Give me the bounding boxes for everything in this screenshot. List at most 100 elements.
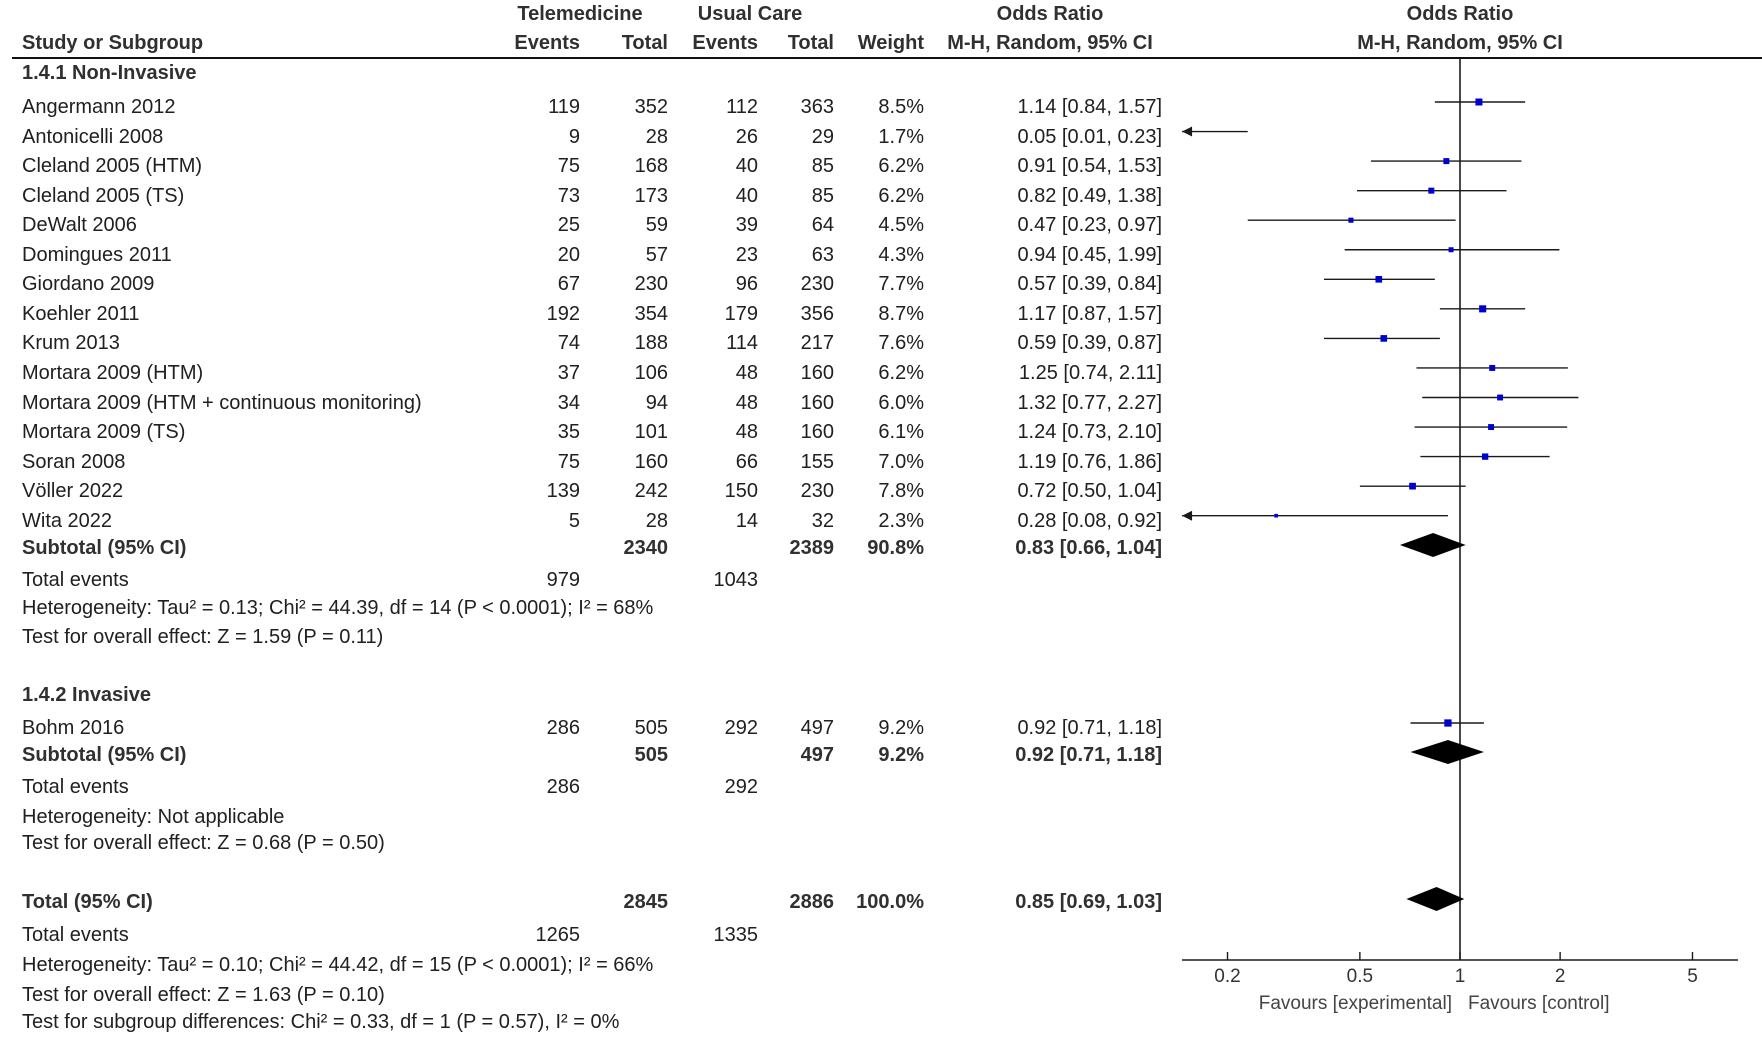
study-name: Giordano 2009 bbox=[22, 273, 155, 296]
events-telemedicine: 34 bbox=[557, 391, 580, 414]
x-tick-label: 2 bbox=[1555, 966, 1566, 987]
study-column-header: Study or Subgroup bbox=[22, 32, 204, 54]
study-marker bbox=[1481, 453, 1489, 460]
total-events-usual-care: 1335 bbox=[713, 924, 759, 946]
left-arrow-icon bbox=[1182, 126, 1193, 137]
events-telemedicine: 286 bbox=[546, 717, 580, 739]
events-usual-care: 23 bbox=[735, 243, 758, 266]
study-weight: 7.7% bbox=[878, 273, 924, 296]
odds-ratio-ci: 1.19 [0.76, 1.86] bbox=[1017, 450, 1162, 473]
total-telemedicine: 242 bbox=[634, 480, 668, 503]
study-marker bbox=[1444, 719, 1452, 727]
odds-ratio-ci: 0.82 [0.49, 1.38] bbox=[1017, 184, 1162, 207]
total-events-telemedicine: 1265 bbox=[535, 924, 581, 946]
favours-control-label: Favours [control] bbox=[1468, 993, 1610, 1014]
events-telemedicine: 75 bbox=[557, 155, 580, 178]
subtotal-odds-ratio-ci: 0.83 [0.66, 1.04] bbox=[1015, 537, 1162, 559]
summary-diamond bbox=[1410, 740, 1484, 764]
total-usual-care: 363 bbox=[800, 96, 834, 118]
total-telemedicine: 354 bbox=[634, 302, 668, 325]
odds-ratio-ci: 1.14 [0.84, 1.57] bbox=[1017, 96, 1162, 118]
study-weight: 6.2% bbox=[878, 361, 924, 384]
events-usual-care: 48 bbox=[735, 361, 758, 384]
total-usual-care: 230 bbox=[800, 480, 834, 503]
odds-ratio-ci: 1.25 [0.74, 2.11] bbox=[1018, 361, 1162, 384]
events-telemedicine: 119 bbox=[548, 96, 580, 118]
or-column-method: M-H, Random, 95% CI bbox=[947, 32, 1153, 54]
events-telemedicine: 20 bbox=[557, 243, 580, 266]
events-usual-care: 179 bbox=[724, 302, 758, 325]
study-marker bbox=[1428, 187, 1435, 194]
events-usual-care: 48 bbox=[735, 391, 758, 414]
study-name: Mortara 2009 (HTM + continuous monitorin… bbox=[22, 391, 422, 414]
total-usual-care: 32 bbox=[811, 509, 834, 532]
subtotal-total-usual-care: 497 bbox=[800, 744, 834, 766]
subtotal-weight: 90.8% bbox=[867, 537, 924, 559]
heterogeneity-text: Heterogeneity: Tau² = 0.10; Chi² = 44.42… bbox=[22, 954, 654, 976]
total-usual-care: 85 bbox=[811, 155, 834, 178]
subtotal-total-telemedicine: 505 bbox=[634, 744, 668, 766]
total-telemedicine: 230 bbox=[634, 273, 668, 296]
study-name: Krum 2013 bbox=[22, 332, 120, 355]
study-marker bbox=[1479, 305, 1487, 313]
overall-effect-text: Test for overall effect: Z = 1.59 (P = 0… bbox=[22, 626, 384, 648]
total-odds-ratio-ci: 0.85 [0.69, 1.03] bbox=[1015, 891, 1162, 913]
total-usual-care: 155 bbox=[800, 450, 834, 473]
heterogeneity-text: Heterogeneity: Tau² = 0.13; Chi² = 44.39… bbox=[22, 597, 654, 619]
study-name: Mortara 2009 (HTM) bbox=[22, 361, 204, 384]
study-weight: 8.7% bbox=[878, 302, 924, 325]
plot-title: Odds Ratio bbox=[1406, 3, 1514, 25]
total-telemedicine: 106 bbox=[634, 361, 668, 384]
events-usual-care: 150 bbox=[724, 480, 758, 503]
subtotal-odds-ratio-ci: 0.92 [0.71, 1.18] bbox=[1015, 744, 1162, 766]
odds-ratio-ci: 0.28 [0.08, 0.92] bbox=[1017, 509, 1162, 532]
total-usual-care: 63 bbox=[811, 243, 834, 266]
header-divider bbox=[12, 57, 1762, 59]
events-telemedicine: 5 bbox=[568, 509, 580, 532]
events-telemedicine: 37 bbox=[557, 361, 580, 384]
x-tick-label: 0.2 bbox=[1214, 966, 1240, 987]
group2-header: Usual Care bbox=[697, 3, 803, 25]
total-usual-care: 356 bbox=[800, 302, 834, 325]
total-events-label: Total events bbox=[22, 776, 129, 798]
total-telemedicine: 188 bbox=[634, 332, 668, 355]
total-telemedicine: 28 bbox=[645, 509, 668, 532]
events-telemedicine: 35 bbox=[557, 421, 580, 444]
study-weight: 1.7% bbox=[878, 125, 924, 148]
summary-diamond bbox=[1399, 533, 1466, 557]
study-marker bbox=[1488, 424, 1495, 431]
events-usual-care: 26 bbox=[735, 125, 758, 148]
study-name: Völler 2022 bbox=[22, 480, 124, 503]
subgroup-title: 1.4.2 Invasive bbox=[22, 684, 151, 706]
overall-effect-text: Test for overall effect: Z = 0.68 (P = 0… bbox=[22, 832, 385, 854]
weight-header: Weight bbox=[857, 32, 924, 54]
events-telemedicine: 139 bbox=[546, 480, 580, 503]
subtotal-weight: 9.2% bbox=[878, 744, 924, 766]
total-events-label: Total events bbox=[22, 569, 129, 591]
study-weight: 6.1% bbox=[878, 421, 924, 444]
total-total-telemedicine: 2845 bbox=[623, 891, 669, 913]
odds-ratio-ci: 1.17 [0.87, 1.57] bbox=[1017, 302, 1162, 325]
subgroup-title: 1.4.1 Non-Invasive bbox=[22, 62, 197, 84]
total-telemedicine: 94 bbox=[645, 391, 668, 414]
study-name: Mortara 2009 (TS) bbox=[22, 421, 186, 444]
subtotal-total-telemedicine: 2340 bbox=[623, 537, 669, 559]
events-usual-care: 96 bbox=[735, 273, 758, 296]
total-usual-care: 160 bbox=[800, 391, 834, 414]
study-name: Cleland 2005 (HTM) bbox=[22, 155, 203, 178]
odds-ratio-ci: 0.72 [0.50, 1.04] bbox=[1017, 480, 1162, 503]
total-events-usual-care: 292 bbox=[724, 776, 758, 798]
total-weight: 100.0% bbox=[856, 891, 924, 913]
total-events-label: Total events bbox=[22, 924, 129, 946]
total2-header: Total bbox=[787, 32, 834, 54]
group1-header: Telemedicine bbox=[517, 3, 643, 25]
left-arrow-icon bbox=[1182, 510, 1193, 521]
odds-ratio-ci: 0.91 [0.54, 1.53] bbox=[1017, 155, 1162, 178]
odds-ratio-ci: 0.59 [0.39, 0.87] bbox=[1017, 332, 1162, 355]
total-usual-care: 217 bbox=[800, 332, 834, 355]
favours-experimental-label: Favours [experimental] bbox=[1259, 993, 1452, 1014]
study-weight: 7.8% bbox=[878, 480, 924, 503]
study-weight: 4.3% bbox=[878, 243, 924, 266]
total-events-telemedicine: 979 bbox=[546, 569, 580, 591]
x-tick-label: 5 bbox=[1687, 966, 1698, 987]
